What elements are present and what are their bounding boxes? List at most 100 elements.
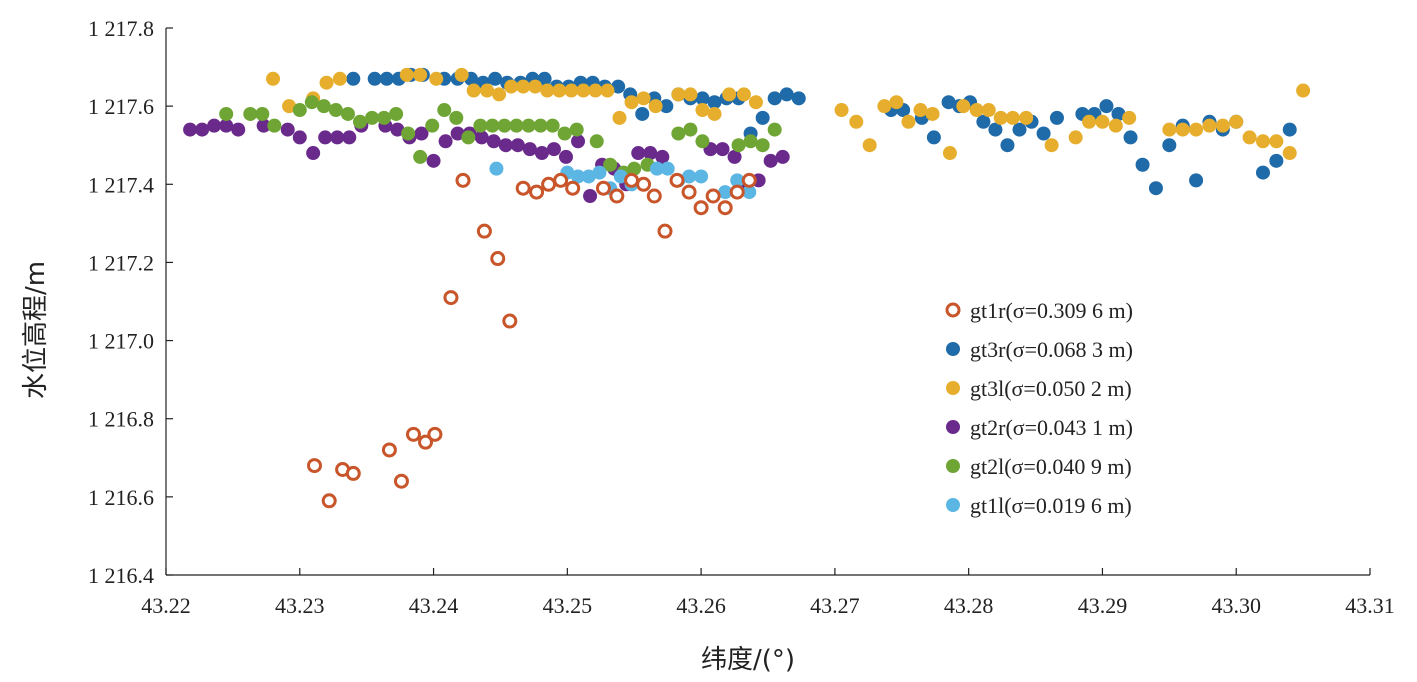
data-point-gt1r bbox=[345, 465, 361, 481]
data-point-gt3r bbox=[1099, 99, 1114, 114]
data-point-gt2r bbox=[558, 149, 573, 164]
axes bbox=[165, 28, 1370, 576]
data-point-gt1l bbox=[660, 161, 675, 176]
data-point-gt2r bbox=[390, 122, 405, 137]
data-point-gt2l bbox=[627, 161, 642, 176]
data-point-gt3l bbox=[683, 87, 698, 102]
y-tick-label: 1 216.6 bbox=[88, 485, 154, 510]
x-tick-label: 43.29 bbox=[1078, 593, 1128, 618]
data-point-gt3r bbox=[755, 110, 770, 125]
data-point-gt3r bbox=[707, 95, 722, 110]
data-point-gt1r bbox=[729, 184, 745, 200]
data-point-gt1l bbox=[682, 169, 697, 184]
data-point-gt2r bbox=[498, 138, 513, 153]
data-point-gt2l bbox=[340, 106, 355, 121]
legend-marker-gt3r bbox=[946, 342, 960, 356]
data-point-gt3l bbox=[913, 103, 928, 118]
data-point-gt1r bbox=[443, 290, 459, 306]
data-point-gt2l bbox=[328, 103, 343, 118]
x-tick-label: 43.26 bbox=[676, 593, 726, 618]
data-point-gt3r bbox=[767, 91, 782, 106]
data-points bbox=[183, 67, 1311, 509]
y-tick-label: 1 217.4 bbox=[88, 172, 154, 197]
x-tick-label: 43.24 bbox=[409, 593, 459, 618]
data-point-gt1l bbox=[489, 161, 504, 176]
data-point-gt3l bbox=[552, 83, 567, 98]
data-point-gt3l bbox=[504, 79, 519, 94]
data-point-gt3l bbox=[981, 103, 996, 118]
data-point-gt2l bbox=[304, 95, 319, 110]
data-point-gt1r bbox=[541, 176, 557, 192]
legend-marker-gt1l bbox=[946, 498, 960, 512]
data-point-gt1r bbox=[646, 188, 662, 204]
data-point-gt3r bbox=[346, 71, 361, 86]
data-point-gt1r bbox=[515, 180, 531, 196]
data-point-gt3r bbox=[1123, 130, 1138, 145]
data-point-gt2r bbox=[219, 118, 234, 133]
data-point-gt2l bbox=[533, 118, 548, 133]
data-point-gt3l bbox=[588, 83, 603, 98]
legend-marker-gt1r bbox=[945, 302, 961, 318]
x-tick-label: 43.23 bbox=[275, 593, 325, 618]
data-point-gt3l bbox=[540, 83, 555, 98]
data-point-gt2l bbox=[569, 122, 584, 137]
data-point-gt3l bbox=[969, 103, 984, 118]
data-point-gt3r bbox=[695, 91, 710, 106]
data-point-gt1r bbox=[418, 434, 434, 450]
x-tick-label: 43.30 bbox=[1211, 593, 1261, 618]
data-point-gt2r bbox=[183, 122, 198, 137]
data-point-gt2l bbox=[219, 106, 234, 121]
data-point-gt1r bbox=[529, 184, 545, 200]
data-point-gt2l bbox=[557, 126, 572, 141]
data-point-gt1r bbox=[609, 188, 625, 204]
data-point-gt3l bbox=[564, 83, 579, 98]
data-point-gt2r bbox=[522, 142, 537, 157]
data-point-gt2r bbox=[195, 122, 210, 137]
data-point-gt1l bbox=[649, 161, 664, 176]
data-point-gt2r bbox=[306, 146, 321, 161]
data-point-gt2r bbox=[474, 130, 489, 145]
data-point-gt1r bbox=[741, 172, 757, 188]
data-point-gt3r bbox=[367, 71, 382, 86]
data-point-gt3l bbox=[1162, 122, 1177, 137]
y-tick-label: 1 216.4 bbox=[88, 563, 154, 588]
data-point-gt3l bbox=[1019, 110, 1034, 125]
data-point-gt2r bbox=[486, 134, 501, 149]
data-point-gt2l bbox=[497, 118, 512, 133]
data-point-gt2r bbox=[715, 142, 730, 157]
data-point-gt3l bbox=[862, 138, 877, 153]
data-point-gt3l bbox=[612, 110, 627, 125]
data-point-gt2r bbox=[534, 146, 549, 161]
data-point-gt3l bbox=[1082, 114, 1097, 129]
y-tick-label: 1 217.8 bbox=[88, 16, 154, 41]
data-point-gt2l bbox=[671, 126, 686, 141]
series-gt2l bbox=[219, 95, 782, 180]
data-point-gt3l bbox=[956, 99, 971, 114]
data-point-gt3l bbox=[1005, 110, 1020, 125]
data-point-gt2r bbox=[727, 149, 742, 164]
x-ticks: 43.22 43.23 43.24 43.25 43.26 43.27 43.28 43.29… bbox=[141, 568, 1395, 618]
data-point-gt3r bbox=[926, 130, 941, 145]
data-point-gt2r bbox=[655, 149, 670, 164]
data-point-gt3l bbox=[993, 110, 1008, 125]
data-point-gt3l bbox=[266, 71, 281, 86]
data-point-gt2l bbox=[425, 118, 440, 133]
data-point-gt3l bbox=[528, 79, 543, 94]
y-tick-label: 1 217.6 bbox=[88, 94, 154, 119]
data-point-gt1l bbox=[592, 165, 607, 180]
data-point-gt1r bbox=[321, 493, 337, 509]
data-point-gt1r bbox=[693, 200, 709, 216]
data-point-gt1r bbox=[502, 313, 518, 329]
data-point-gt2l bbox=[767, 122, 782, 137]
data-point-gt2l bbox=[352, 114, 367, 129]
data-point-gt2l bbox=[401, 126, 416, 141]
legend-marker-gt2r bbox=[946, 420, 960, 434]
data-point-gt3l bbox=[1229, 114, 1244, 129]
legend-label-gt2l: gt2l(σ=0.040 9 m) bbox=[970, 454, 1132, 479]
data-point-gt3l bbox=[600, 83, 615, 98]
data-point-gt1r bbox=[624, 172, 640, 188]
data-point-gt3l bbox=[849, 114, 864, 129]
data-point-gt3r bbox=[488, 71, 503, 86]
data-point-gt2l bbox=[473, 118, 488, 133]
data-point-gt2l bbox=[683, 122, 698, 137]
